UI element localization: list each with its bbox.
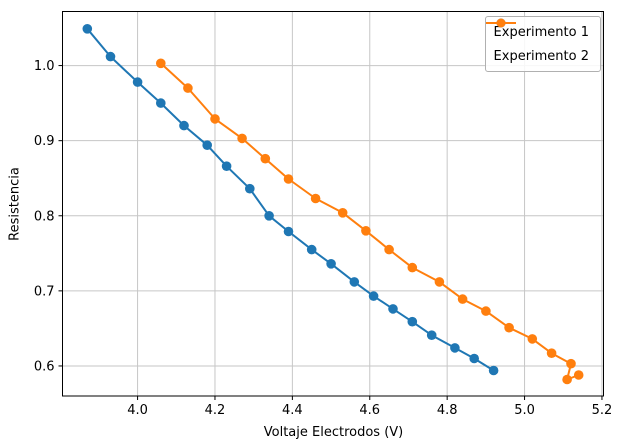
data-point-series-1 — [469, 353, 480, 364]
data-point-series-2 — [183, 83, 193, 93]
data-point-series-2 — [546, 348, 557, 359]
x-tick-label: 4.4 — [282, 403, 303, 418]
data-point-series-2 — [457, 294, 468, 304]
x-tick-label: 4.6 — [359, 403, 380, 418]
data-point-series-1 — [105, 51, 116, 62]
x-tick-label: 5.2 — [592, 403, 613, 418]
y-tick-label: 0.6 — [34, 359, 55, 374]
y-axis-label: Resistencia — [7, 167, 23, 241]
data-point-series-2 — [237, 133, 247, 144]
legend-item-2: Experimento 2 — [485, 18, 589, 66]
data-point-series-1 — [368, 291, 379, 301]
y-tick-label: 0.9 — [34, 134, 55, 149]
legend: Experimento 1 Experimento 2 — [484, 16, 601, 72]
data-point-series-2 — [156, 58, 166, 69]
data-point-series-1 — [388, 304, 398, 314]
data-point-series-1 — [488, 365, 499, 376]
data-point-series-2 — [566, 358, 576, 369]
plot-border — [62, 11, 604, 397]
data-point-series-1 — [82, 24, 93, 34]
data-point-series-1 — [426, 330, 437, 341]
data-point-series-2 — [504, 322, 514, 333]
data-point-series-1 — [132, 77, 143, 87]
data-point-series-1 — [326, 259, 336, 269]
data-point-series-2 — [573, 370, 584, 380]
data-point-series-1 — [245, 183, 255, 194]
x-tick-label: 4.8 — [437, 403, 458, 418]
data-point-series-1 — [264, 211, 274, 221]
data-point-series-2 — [527, 334, 538, 344]
data-point-series-2 — [384, 244, 394, 255]
data-point-series-1 — [221, 161, 232, 171]
legend-label: Experimento 2 — [493, 48, 589, 64]
y-tick-label: 1.0 — [34, 59, 55, 74]
data-point-series-1 — [202, 140, 212, 150]
series-line-1 — [86, 28, 495, 372]
x-tick-label: 4.2 — [205, 403, 226, 418]
y-tick-label: 0.7 — [34, 284, 55, 299]
data-point-series-2 — [337, 208, 348, 218]
data-point-series-2 — [434, 277, 445, 287]
data-point-series-2 — [283, 174, 294, 184]
legend-label: Experimento 1 — [493, 24, 589, 40]
data-point-series-1 — [156, 98, 166, 108]
data-point-series-2 — [310, 193, 321, 204]
legend-swatch — [485, 18, 516, 28]
x-tick-label: 5.0 — [514, 403, 535, 418]
data-point-series-1 — [283, 226, 294, 237]
data-point-series-1 — [349, 277, 360, 287]
data-point-series-1 — [450, 343, 460, 353]
data-point-series-2 — [562, 374, 572, 385]
data-point-series-2 — [361, 226, 371, 236]
data-point-series-2 — [260, 153, 271, 164]
data-point-series-1 — [179, 120, 189, 131]
data-point-series-2 — [407, 262, 418, 273]
data-point-series-1 — [306, 244, 317, 255]
data-point-series-2 — [481, 306, 491, 316]
data-point-series-1 — [407, 316, 418, 327]
x-tick-label: 4.0 — [127, 403, 148, 418]
x-axis-label: Voltaje Electrodos (V) — [263, 425, 404, 440]
y-tick-label: 0.8 — [34, 209, 55, 224]
data-point-series-2 — [210, 114, 220, 124]
